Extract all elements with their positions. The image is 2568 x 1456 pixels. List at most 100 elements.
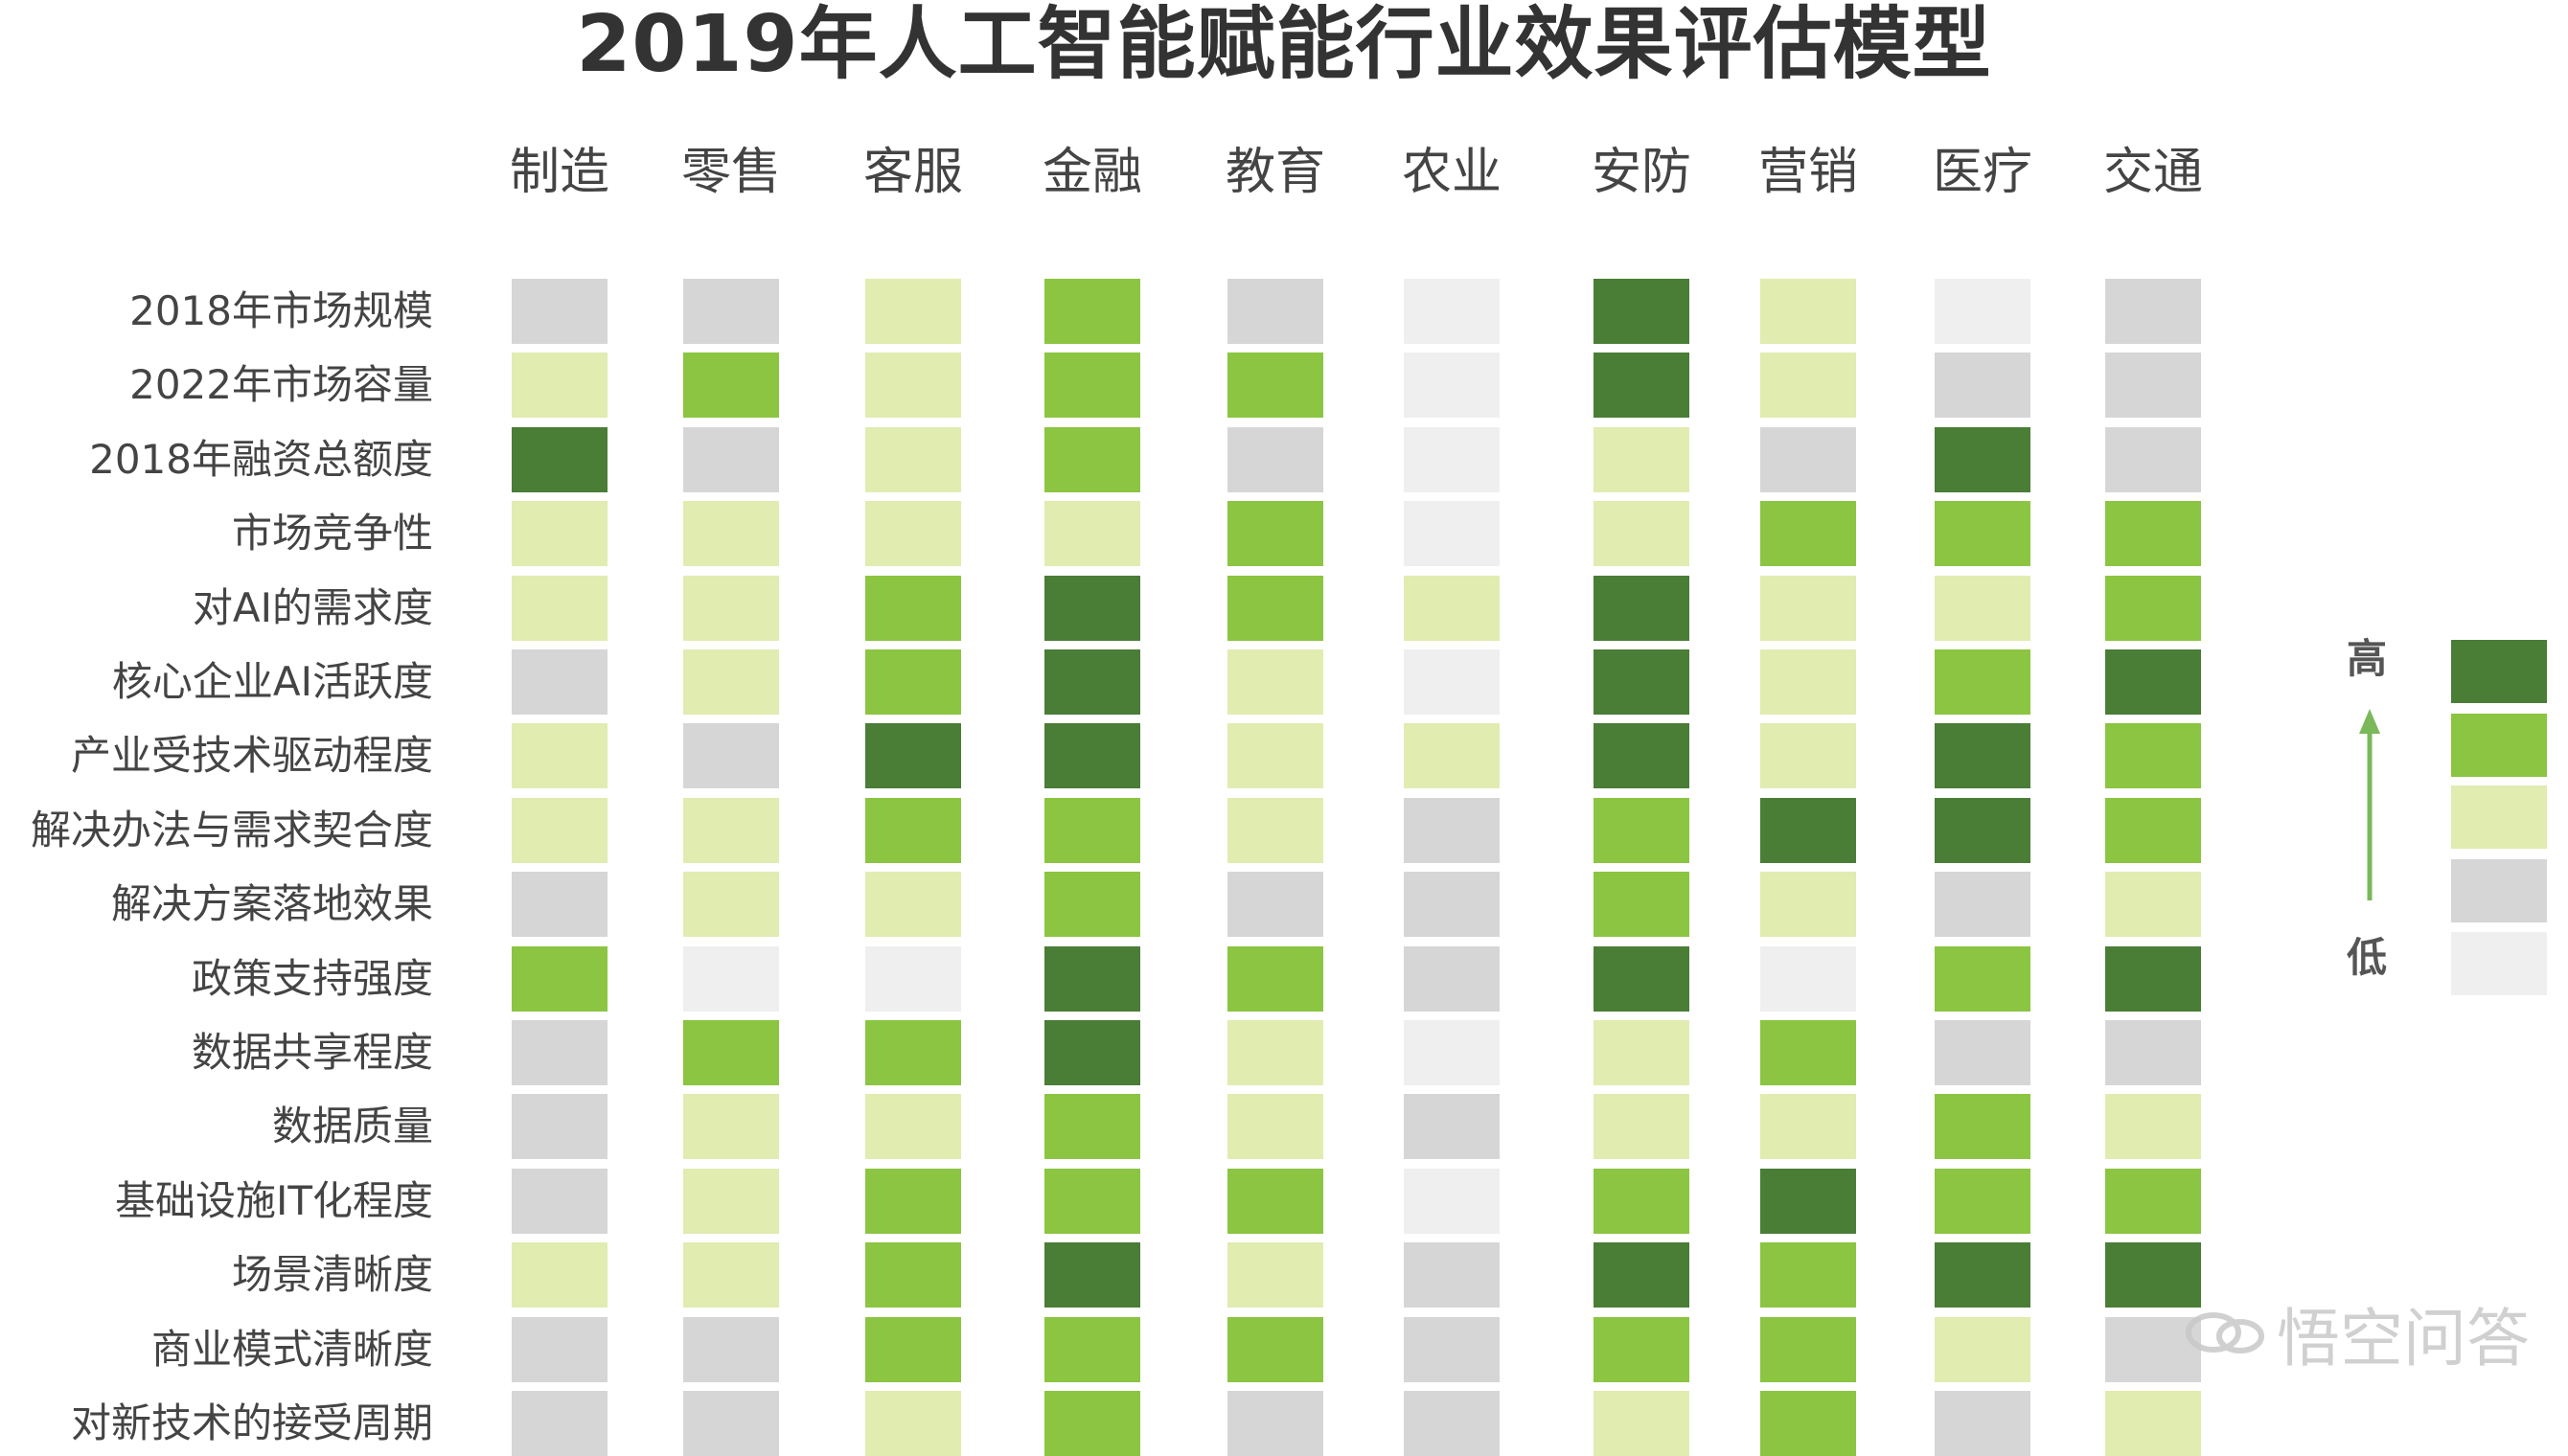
- heatmap-cell: [2105, 723, 2201, 789]
- heatmap-cell: [1935, 575, 2030, 641]
- legend-low-label: 低: [2346, 934, 2387, 981]
- heatmap-cell: [1227, 501, 1323, 567]
- heatmap-cell: [2105, 1242, 2201, 1308]
- heatmap-cell: [683, 797, 779, 863]
- heatmap-cell: [1044, 1168, 1140, 1234]
- heatmap-cell: [512, 426, 608, 492]
- row-label: 对新技术的接受周期: [70, 1399, 433, 1446]
- heatmap-cell: [1760, 575, 1856, 641]
- heatmap-cell: [1760, 872, 1856, 938]
- heatmap-cell: [1594, 426, 1689, 492]
- heatmap-cell: [1935, 1242, 2030, 1308]
- heatmap-cell: [1404, 353, 1500, 419]
- heatmap-cell: [1760, 649, 1856, 715]
- heatmap-cell: [1227, 723, 1323, 789]
- heatmap-cell: [1594, 1242, 1689, 1308]
- legend-swatch: [2451, 714, 2547, 777]
- heatmap-cell: [1760, 426, 1856, 492]
- heatmap-cell: [1935, 1391, 2030, 1456]
- heatmap-cell: [1044, 1316, 1140, 1382]
- heatmap-cell: [865, 649, 961, 715]
- heatmap-cell: [1760, 1391, 1856, 1456]
- heatmap-cell: [1227, 575, 1323, 641]
- arrow-up-icon: [2359, 709, 2380, 900]
- heatmap-cell: [512, 1168, 608, 1234]
- heatmap-cell: [1594, 279, 1689, 344]
- heatmap-cell: [1044, 797, 1140, 863]
- row-label: 对AI的需求度: [192, 583, 433, 631]
- row-label: 2022年市场容量: [129, 361, 433, 409]
- heatmap-cell: [1760, 797, 1856, 863]
- watermark-logo-icon: [2186, 1312, 2264, 1354]
- heatmap-cell: [1044, 945, 1140, 1012]
- heatmap-cell: [1594, 945, 1689, 1012]
- heatmap-cell: [1594, 649, 1689, 715]
- heatmap-cell: [1227, 649, 1323, 715]
- legend-swatch: [2451, 785, 2547, 849]
- heatmap-cell: [2105, 872, 2201, 938]
- heatmap-cell: [1044, 649, 1140, 715]
- heatmap-cell: [1227, 1316, 1323, 1382]
- heatmap-cell: [683, 279, 779, 344]
- heatmap-cell: [1935, 649, 2030, 715]
- legend-swatch: [2451, 859, 2547, 922]
- row-label: 商业模式清晰度: [150, 1325, 433, 1373]
- heatmap-cell: [2105, 501, 2201, 567]
- heatmap-cell: [1227, 797, 1323, 863]
- heatmap-cell: [1044, 1242, 1140, 1308]
- heatmap-cell: [1227, 353, 1323, 419]
- heatmap-cell: [1760, 501, 1856, 567]
- heatmap-cell: [1760, 1020, 1856, 1085]
- heatmap-cell: [1594, 353, 1689, 419]
- heatmap-cell: [1227, 1242, 1323, 1308]
- heatmap-cell: [1935, 1094, 2030, 1160]
- heatmap-cell: [683, 1168, 779, 1234]
- heatmap-cell: [1404, 426, 1500, 492]
- heatmap-cell: [1044, 501, 1140, 567]
- heatmap-cell: [1227, 1020, 1323, 1085]
- heatmap-cell: [1404, 649, 1500, 715]
- heatmap-cell: [2105, 575, 2201, 641]
- heatmap-cell: [1044, 1094, 1140, 1160]
- heatmap-cell: [865, 723, 961, 789]
- heatmap-cell: [2105, 1094, 2201, 1160]
- heatmap-cell: [2105, 945, 2201, 1012]
- heatmap-cell: [1760, 1316, 1856, 1382]
- heatmap-cell: [1760, 723, 1856, 789]
- heatmap-cell: [683, 872, 779, 938]
- heatmap-cell: [1935, 945, 2030, 1012]
- heatmap-cell: [1760, 1094, 1856, 1160]
- heatmap-cell: [512, 1094, 608, 1160]
- heatmap-cell: [865, 1391, 961, 1456]
- heatmap-cell: [865, 1242, 961, 1308]
- heatmap-cell: [683, 723, 779, 789]
- column-header: 教育: [1225, 144, 1325, 201]
- heatmap-cell: [512, 279, 608, 344]
- heatmap-cell: [865, 1168, 961, 1234]
- heatmap-cell: [512, 1020, 608, 1085]
- column-header: 金融: [1042, 144, 1142, 201]
- heatmap-cell: [1227, 872, 1323, 938]
- heatmap-cell: [2105, 1020, 2201, 1085]
- heatmap-cell: [1760, 279, 1856, 344]
- row-label: 政策支持强度: [191, 954, 433, 1002]
- row-label: 2018年市场规模: [129, 287, 433, 334]
- heatmap-cell: [1227, 1094, 1323, 1160]
- watermark: 悟空问答: [2185, 1287, 2530, 1379]
- heatmap-cell: [1404, 723, 1500, 789]
- watermark-text: 悟空问答: [2277, 1302, 2530, 1376]
- heatmap-cell: [1594, 1168, 1689, 1234]
- heatmap-cell: [1044, 353, 1140, 419]
- heatmap-cell: [512, 1242, 608, 1308]
- heatmap-cell: [1404, 1391, 1500, 1456]
- column-header: 医疗: [1932, 144, 2032, 201]
- heatmap-cell: [865, 1316, 961, 1382]
- heatmap-cell: [1044, 279, 1140, 344]
- heatmap-cell: [683, 501, 779, 567]
- heatmap-cell: [1760, 1242, 1856, 1308]
- heatmap-cell: [1227, 279, 1323, 344]
- heatmap-cell: [1404, 1242, 1500, 1308]
- heatmap-cell: [1404, 1094, 1500, 1160]
- heatmap-cell: [1404, 797, 1500, 863]
- heatmap-cell: [2105, 279, 2201, 344]
